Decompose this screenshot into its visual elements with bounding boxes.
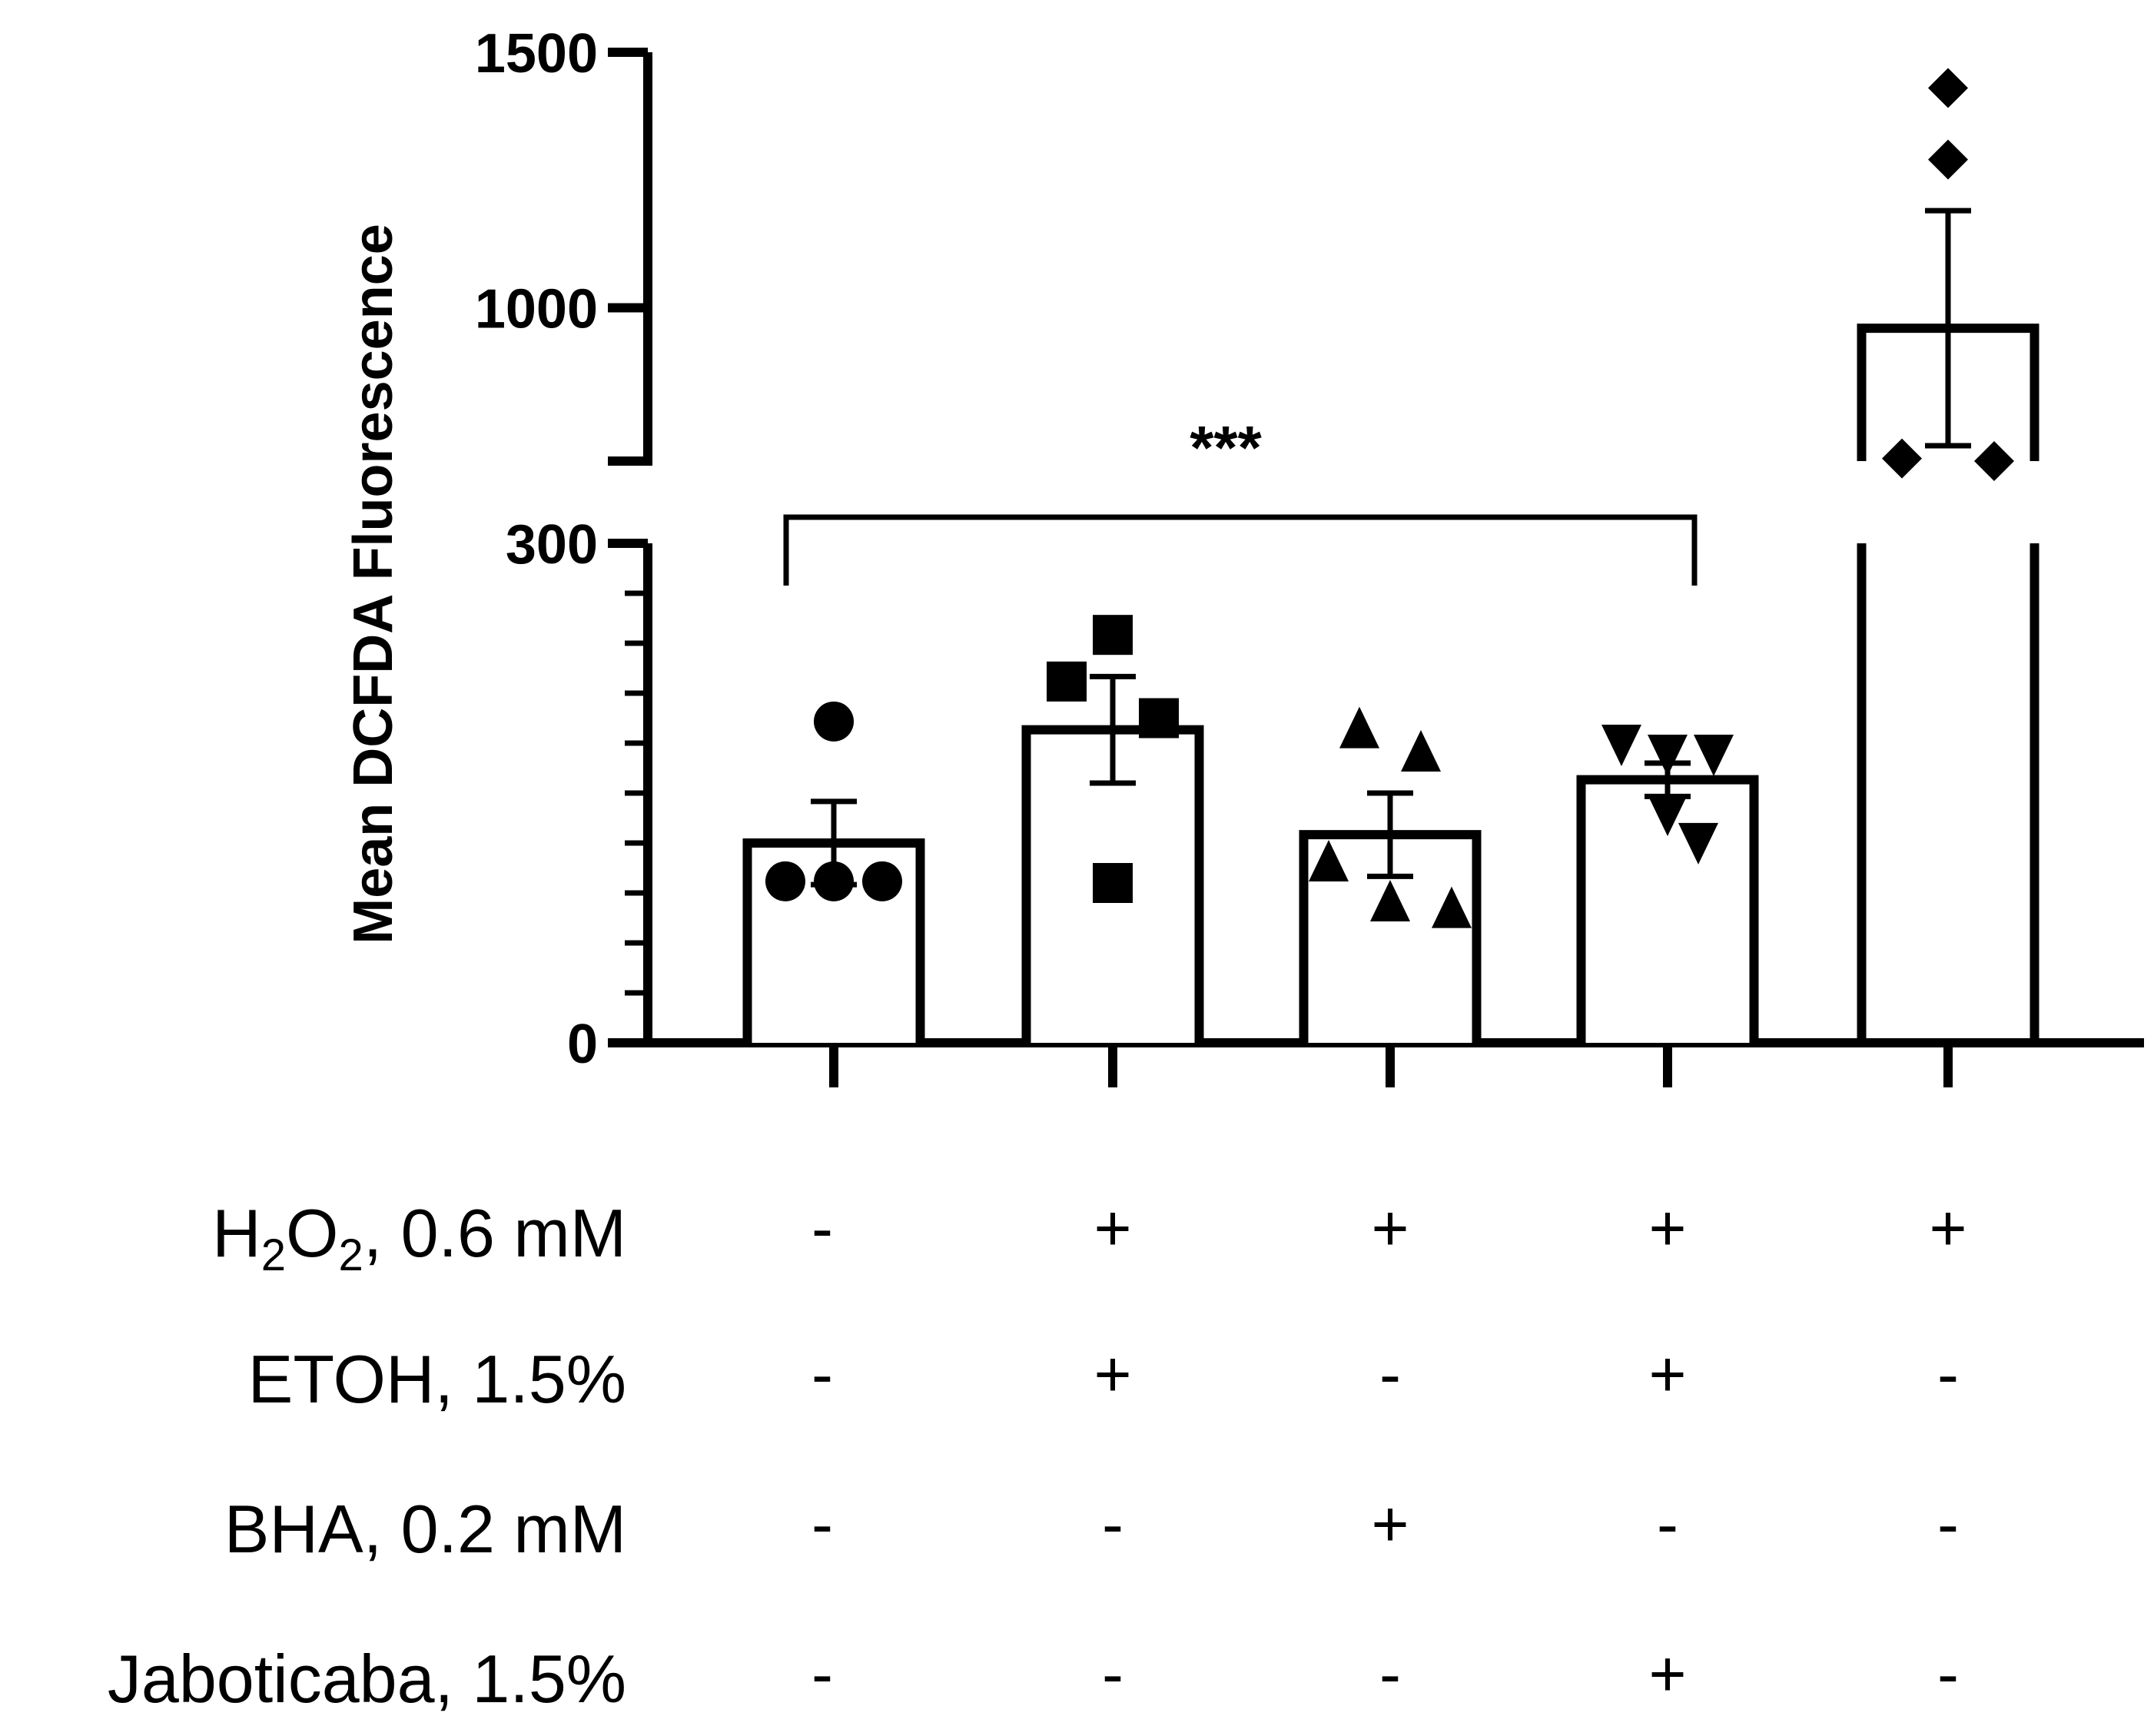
y-axis-label: Mean DCFDA Fluorescence	[343, 224, 404, 944]
treatment-sign: -	[1657, 1488, 1678, 1560]
point-triangle-up	[1309, 840, 1349, 881]
treatment-sign: +	[1094, 1192, 1131, 1264]
treatment-sign: -	[811, 1338, 833, 1410]
point-square	[1139, 698, 1179, 739]
treatment-table: H2O2, 0.6 mM - + + + + ETOH, 1.5% - + - + - BHA, 0.2…	[108, 1192, 1967, 1717]
significance-bracket	[783, 514, 1698, 586]
point-triangle-up	[1370, 880, 1410, 921]
point-square	[1093, 615, 1133, 656]
y-tick-label: 300	[506, 514, 598, 576]
point-triangle-up	[1339, 706, 1379, 749]
treatment-row-label: ETOH, 1.5%	[248, 1341, 626, 1417]
treatment-sign: +	[1094, 1338, 1131, 1410]
point-triangle-up	[1432, 886, 1472, 928]
treatment-sign: -	[811, 1192, 833, 1264]
treatment-row-label: H2O2, 0.6 mM	[212, 1195, 626, 1280]
treatment-sign: +	[1929, 1192, 1966, 1264]
point-circle	[814, 861, 854, 901]
point-square	[1093, 863, 1133, 903]
point-triangle-down	[1648, 735, 1688, 776]
point-diamond	[1882, 438, 1922, 479]
point-square	[1047, 661, 1087, 702]
treatment-sign: -	[811, 1638, 833, 1710]
treatment-sign: +	[1648, 1638, 1686, 1710]
treatment-sign: +	[1648, 1338, 1686, 1410]
y-tick-label: 0	[567, 1014, 598, 1075]
y-tick-label: 1500	[475, 23, 598, 85]
treatment-sign: -	[1379, 1338, 1401, 1410]
treatment-sign: +	[1371, 1192, 1409, 1264]
point-triangle-down	[1678, 822, 1718, 865]
treatment-sign: -	[1937, 1638, 1959, 1710]
treatment-row-label: Jaboticaba, 1.5%	[108, 1641, 626, 1717]
treatment-sign: -	[1102, 1638, 1123, 1710]
point-triangle-up	[1401, 730, 1441, 772]
point-circle	[814, 701, 854, 742]
treatment-sign: -	[1937, 1488, 1959, 1560]
point-diamond	[1928, 139, 1968, 180]
significance-bracket-line	[783, 514, 1698, 586]
significance-label: ***	[1190, 413, 1262, 482]
point-triangle-down	[1648, 795, 1688, 836]
point-circle	[765, 861, 805, 901]
treatment-sign: -	[811, 1488, 833, 1560]
treatment-sign: +	[1648, 1192, 1686, 1264]
data-points	[765, 68, 2014, 928]
point-diamond	[1974, 441, 2014, 481]
treatment-sign: -	[1379, 1638, 1401, 1710]
treatment-sign: -	[1102, 1488, 1123, 1560]
treatment-sign: -	[1937, 1338, 1959, 1410]
y-tick-label: 1000	[475, 279, 598, 340]
point-circle	[862, 861, 902, 901]
treatment-sign: +	[1371, 1488, 1409, 1560]
point-triangle-down	[1601, 725, 1641, 766]
treatment-row-label: BHA, 0.2 mM	[224, 1491, 626, 1567]
point-diamond	[1928, 68, 1968, 108]
point-triangle-down	[1694, 735, 1734, 776]
